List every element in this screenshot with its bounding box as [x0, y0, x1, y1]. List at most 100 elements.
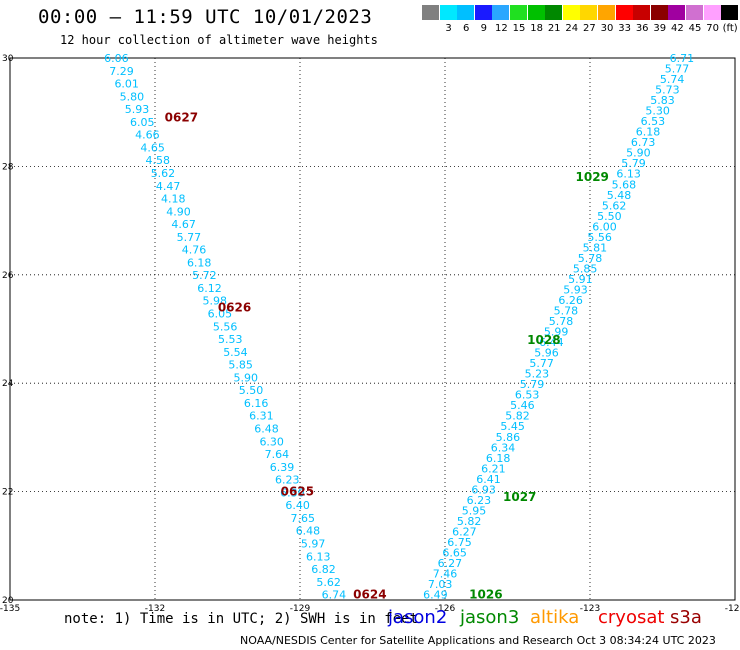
wave-height-point: 7.64	[265, 448, 290, 461]
legend-label: 45	[688, 23, 702, 34]
wave-height-point: 4.90	[166, 205, 191, 218]
wave-height-point: 4.58	[146, 154, 171, 167]
wave-height-point: 5.68	[612, 178, 637, 191]
wave-height-point: 6.16	[244, 397, 269, 410]
legend-label: (ft)	[722, 23, 738, 34]
wave-height-point: 6.12	[197, 282, 222, 295]
satellite-jason3: jason3	[460, 607, 520, 628]
time-label: 0625	[281, 485, 314, 499]
wave-height-point: 5.56	[587, 231, 612, 244]
wave-height-point: 5.50	[597, 210, 622, 223]
legend-swatch	[580, 5, 598, 20]
wave-height-point: 6.05	[130, 116, 155, 129]
wave-height-point: 5.50	[239, 384, 264, 397]
wave-height-point: 6.23	[467, 494, 492, 507]
wave-height-point: 6.71	[670, 52, 695, 65]
wave-height-point: 6.00	[592, 220, 617, 233]
wave-height-point: 6.27	[438, 557, 463, 570]
wave-height-point: 5.23	[525, 368, 550, 381]
legend-label: 39	[653, 23, 667, 34]
wave-height-point: 5.77	[529, 357, 554, 370]
wave-height-point: 5.77	[665, 63, 690, 76]
wave-height-point: 6.13	[616, 168, 641, 181]
time-label: 1029	[576, 170, 609, 184]
wave-height-point: 6.34	[491, 441, 516, 454]
satellite-jason2: jason2	[388, 607, 448, 628]
legend-swatch	[615, 5, 633, 20]
wave-height-point: 6.13	[306, 550, 331, 563]
y-tick-label: 24	[2, 379, 14, 389]
wave-height-point: 6.44	[539, 336, 564, 349]
wave-height-point: 7.03	[428, 578, 453, 591]
time-label: 1026	[469, 588, 502, 602]
legend-label: 21	[547, 23, 561, 34]
wave-height-point: 6.30	[280, 486, 305, 499]
wave-height-point: 5.74	[660, 73, 685, 86]
wave-height-point: 6.30	[259, 435, 284, 448]
legend-swatch	[562, 5, 580, 20]
wave-height-point: 5.80	[120, 90, 145, 103]
legend-swatch	[527, 5, 545, 20]
wave-height-point: 6.48	[296, 525, 321, 538]
legend-swatch	[545, 5, 563, 20]
wave-height-point: 6.23	[275, 474, 300, 487]
wave-height-point: 5.85	[228, 359, 253, 372]
wave-height-point: 5.95	[462, 504, 487, 517]
x-tick-label: -123	[580, 604, 600, 614]
time-label: 1028	[527, 333, 560, 347]
footer-note: note: 1) Time is in UTC; 2) SWH is in fe…	[64, 611, 419, 627]
wave-height-point: 5.77	[177, 231, 202, 244]
wave-height-point: 6.49	[423, 589, 448, 602]
wave-height-point: 5.99	[544, 326, 569, 339]
wave-height-point: 5.56	[213, 320, 238, 333]
wave-height-point: 6.01	[114, 78, 139, 91]
wave-height-point: 5.97	[301, 537, 326, 550]
credit-line: NOAA/NESDIS Center for Satellite Applica…	[240, 634, 716, 647]
wave-height-point: 6.39	[270, 461, 295, 474]
wave-height-point: 6.05	[208, 308, 233, 321]
wave-height-point: 5.98	[202, 295, 227, 308]
x-tick-label: -129	[290, 604, 311, 614]
wave-height-point: 4.67	[171, 218, 196, 231]
wave-height-point: 5.83	[650, 94, 675, 107]
x-tick-label: -135	[0, 604, 20, 614]
legend-swatch	[422, 5, 439, 20]
wave-height-point: 4.76	[182, 244, 207, 257]
legend-swatch	[510, 5, 527, 20]
legend-swatch	[633, 5, 651, 20]
wave-height-point: 6.65	[442, 546, 467, 559]
wave-height-point: 4.66	[135, 129, 160, 142]
satellite-cryosat: cryosat	[598, 607, 665, 628]
time-label: 0624	[353, 588, 386, 602]
legend-swatch	[439, 5, 457, 20]
wave-height-point: 5.53	[218, 333, 243, 346]
legend-label: 24	[565, 23, 579, 34]
wave-height-point: 4.18	[161, 193, 186, 206]
legend-label: 3	[445, 23, 452, 34]
legend-label: 6	[463, 23, 470, 34]
legend-label: 15	[512, 23, 526, 34]
wave-height-point: 6.26	[558, 294, 583, 307]
legend-label: 12	[495, 23, 508, 34]
wave-height-point: 5.30	[645, 105, 670, 118]
legend-label: 9	[480, 23, 487, 34]
wave-height-point: 5.96	[534, 347, 559, 360]
legend-label: 36	[635, 23, 649, 34]
wave-height-point: 6.48	[254, 422, 279, 435]
legend-label: 70	[706, 23, 719, 34]
x-tick-label: -132	[145, 604, 165, 614]
wave-height-point: 5.90	[626, 147, 651, 160]
wave-height-point: 5.46	[510, 399, 535, 412]
wave-height-point: 5.86	[496, 431, 521, 444]
wave-height-point: 5.78	[549, 315, 574, 328]
wave-height-point: 7.46	[433, 568, 458, 581]
wave-height-point: 5.93	[563, 283, 588, 296]
legend-swatch	[721, 5, 739, 20]
y-tick-label: 22	[2, 488, 13, 498]
wave-height-point: 6.06	[104, 52, 129, 65]
x-tick-label: -126	[435, 604, 456, 614]
legend-label: 42	[671, 23, 684, 34]
wave-height-point: 6.73	[631, 136, 656, 149]
time-label: 0627	[165, 111, 198, 125]
